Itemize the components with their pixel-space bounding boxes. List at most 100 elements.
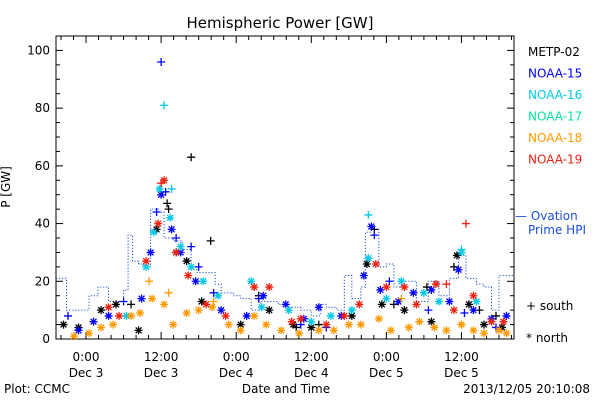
noaa-16-south-point: [160, 101, 169, 110]
noaa-18-north-point: [479, 329, 488, 338]
noaa-15-north-point: [167, 225, 176, 234]
noaa-19-north-point: [221, 311, 230, 320]
footer-right: 2013/12/05 20:10:08: [463, 382, 590, 396]
noaa-16-north-point: [284, 306, 293, 315]
legend-south: + south: [526, 299, 573, 313]
noaa-15-north-point: [445, 297, 454, 306]
ovation-prime-hpi-line: [56, 208, 514, 317]
x-tick-label-date: Dec 3: [69, 366, 104, 380]
noaa-19-north-point: [172, 248, 181, 257]
legend-north: * north: [526, 331, 568, 345]
metp-02-north-point: [307, 323, 316, 332]
noaa-15-north-point: [409, 288, 418, 297]
y-tick-label: 60: [35, 159, 50, 173]
x-tick-label-date: Dec 4: [294, 366, 329, 380]
metp-02-north-point: [97, 306, 106, 315]
metp-02-north-point: [265, 306, 274, 315]
noaa-19-north-point: [499, 317, 508, 326]
y-tick-label: 20: [35, 274, 50, 288]
x-tick-label-time: 0:00: [223, 350, 250, 364]
noaa-18-north-point: [236, 326, 245, 335]
metp-02-south-point: [164, 205, 173, 214]
noaa-16-north-point: [122, 311, 131, 320]
noaa-18-north-point: [344, 320, 353, 329]
noaa-18-north-point: [169, 320, 178, 329]
metp-02-south-point: [422, 283, 431, 292]
noaa-18-north-point: [160, 300, 169, 309]
metp-02-north-point: [59, 320, 68, 329]
metp-02-north-point: [362, 259, 371, 268]
noaa-15-south-point: [161, 187, 170, 196]
noaa-18-north-point: [182, 309, 191, 318]
metp-02-south-point: [127, 300, 136, 309]
noaa-19-north-point: [382, 283, 391, 292]
noaa-16-north-point: [155, 184, 164, 193]
metp-02-south-point: [449, 262, 458, 271]
noaa-15-north-point: [314, 303, 323, 312]
metp-02-north-point: [134, 326, 143, 335]
noaa-15-north-point: [191, 277, 200, 286]
noaa-15-south-point: [172, 234, 181, 242]
metp-02-north-point: [497, 323, 506, 332]
metp-02-north-point: [197, 297, 206, 306]
metp-02-north-point: [152, 225, 161, 234]
noaa-18-north-point: [136, 309, 145, 318]
legend-entry: NOAA-16: [528, 88, 582, 102]
noaa-19-north-point: [400, 283, 409, 292]
metp-02-north-point: [112, 300, 121, 309]
noaa-19-south-point: [461, 219, 470, 228]
noaa-18-north-point: [502, 329, 511, 338]
x-tick-label-date: Dec 4: [219, 366, 254, 380]
noaa-15-north-point: [367, 222, 376, 231]
noaa-19-north-point: [412, 300, 421, 309]
noaa-16-north-point: [457, 248, 466, 257]
noaa-16-north-point: [247, 277, 256, 286]
noaa-18-south-point: [209, 297, 218, 306]
chart-title: Hemispheric Power [GW]: [187, 14, 374, 32]
noaa-16-north-point: [419, 288, 428, 297]
x-tick-label-time: 12:00: [294, 350, 329, 364]
y-tick-label: 40: [35, 217, 50, 231]
metp-02-north-point: [289, 320, 298, 329]
noaa-19-north-point: [184, 271, 193, 280]
metp-02-south-point: [187, 153, 196, 162]
noaa-15-north-point: [469, 306, 478, 315]
legend-entry: NOAA-18: [528, 131, 582, 145]
noaa-19-north-point: [355, 300, 364, 309]
noaa-15-south-point: [119, 297, 128, 306]
noaa-16-north-point: [307, 317, 316, 326]
noaa-18-north-point: [262, 320, 271, 329]
noaa-15-south-point: [187, 242, 196, 251]
noaa-15-north-point: [454, 265, 463, 274]
metp-02-north-point: [427, 317, 436, 326]
metp-02-south-point: [206, 236, 215, 245]
metp-02-south-point: [389, 300, 398, 309]
legend: METP-02 NOAA-15 NOAA-16 NOAA-17 NOAA-18 NOAA-…: [515, 45, 586, 345]
noaa-19-north-point: [340, 311, 349, 320]
noaa-15-south-point: [370, 231, 379, 240]
noaa-18-south-point: [164, 288, 173, 297]
noaa-16-north-point: [364, 254, 373, 263]
noaa-18-north-point: [314, 326, 323, 335]
noaa-18-north-point: [194, 306, 203, 315]
noaa-16-north-point: [347, 306, 356, 315]
noaa-19-north-point: [154, 219, 163, 228]
noaa-18-north-point: [70, 332, 79, 341]
noaa-16-north-point: [214, 291, 223, 300]
x-tick-label-date: Dec 3: [144, 366, 179, 380]
x-axis: 0:00 Dec 3 12:00 Dec 3 0:00 Dec 4 12:00 Dec 4 0:…: [60, 36, 512, 380]
metp-02-north-point: [182, 257, 191, 266]
noaa-15-north-point: [74, 326, 83, 335]
noaa-18-north-point: [374, 314, 383, 323]
noaa-18-north-point: [224, 320, 233, 329]
noaa-16-north-point: [257, 303, 266, 312]
noaa-18-north-point: [127, 311, 136, 320]
noaa-16-north-point: [166, 213, 175, 222]
y-axis: 0 20 40 60 80 100: [27, 43, 514, 346]
noaa-18-north-point: [386, 326, 395, 335]
noaa-18-north-point: [356, 320, 365, 329]
plot-frame: [55, 35, 515, 340]
metp-02-north-point: [347, 311, 356, 320]
metp-02-north-point: [464, 300, 473, 309]
